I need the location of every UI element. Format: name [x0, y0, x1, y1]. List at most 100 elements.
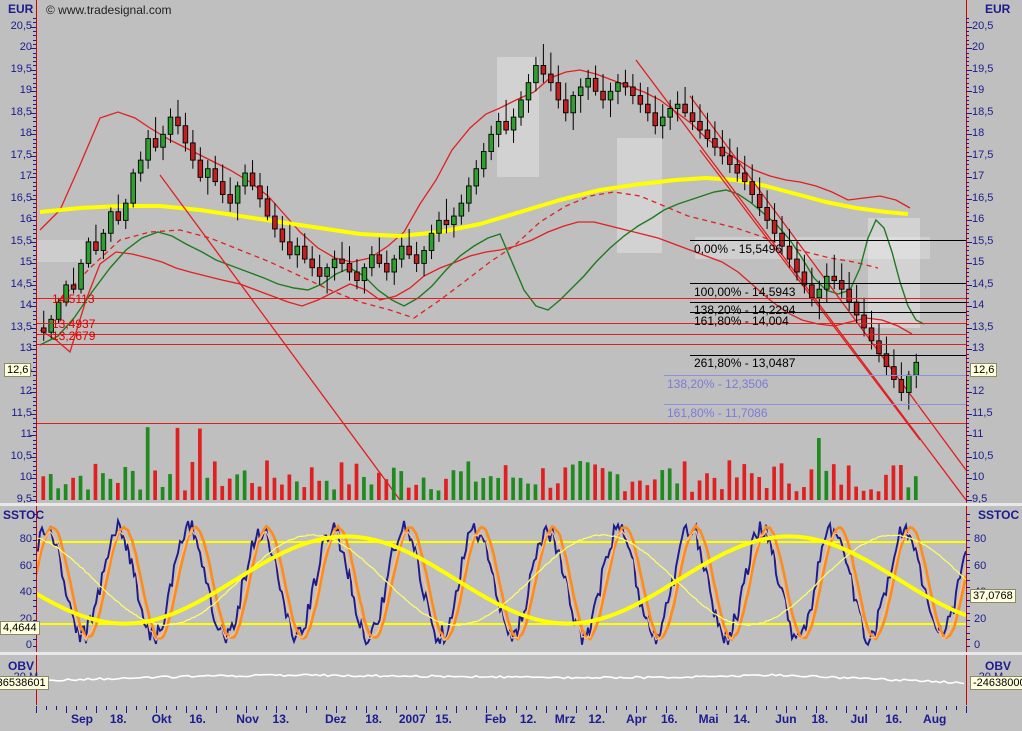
price-minor-tick-left — [33, 56, 36, 58]
price-minor-tick-left — [33, 388, 36, 390]
price-minor-tick-right — [966, 366, 969, 368]
price-minor-tick-left — [33, 469, 36, 471]
price-minor-tick-right — [966, 456, 969, 458]
price-tickmark-right — [966, 177, 972, 179]
price-minor-tick-left — [33, 134, 36, 136]
price-tick-right: 16,5 — [972, 191, 994, 204]
date-tickmark — [816, 706, 817, 713]
date-tickmark — [896, 706, 897, 710]
price-minor-tick-right — [966, 134, 969, 136]
price-minor-tick-left — [33, 52, 36, 54]
price-minor-tick-left — [33, 452, 36, 454]
price-minor-tick-right — [966, 177, 969, 179]
price-minor-tick-left — [33, 233, 36, 235]
sstoc-minor-tick-right — [966, 646, 970, 647]
price-minor-tick-left — [33, 74, 36, 76]
price-minor-tick-left — [33, 142, 36, 144]
sstoc-minor-tick-left — [33, 553, 37, 555]
price-tick-right: 17 — [972, 170, 985, 183]
price-tickmark-right — [966, 478, 972, 480]
price-axis-title-left: EUR — [8, 2, 34, 16]
price-minor-tick-left — [33, 327, 36, 329]
price-minor-tick-left — [33, 138, 36, 140]
price-minor-tick-left — [33, 461, 36, 463]
price-minor-tick-left — [33, 48, 36, 50]
date-tickmark — [726, 706, 727, 713]
date-tickmark — [406, 706, 407, 710]
date-label: Jul — [850, 712, 868, 726]
price-minor-tick-left — [33, 297, 36, 299]
sstoc-minor-tick-right — [966, 533, 970, 535]
price-tick-left: 13,5 — [10, 320, 32, 333]
date-tickmark — [806, 706, 807, 710]
price-minor-tick-right — [966, 267, 969, 269]
price-minor-tick-left — [33, 61, 36, 63]
sstoc-tick-right: 60 — [974, 559, 987, 572]
sstoc-minor-tick-right — [966, 613, 970, 614]
price-minor-tick-left — [33, 319, 36, 321]
price-minor-tick-right — [966, 370, 969, 372]
red-level-line-0 — [36, 298, 966, 299]
price-minor-tick-left — [33, 263, 36, 265]
price-minor-tick-left — [33, 345, 36, 347]
price-minor-tick-left — [33, 125, 36, 127]
date-tickmark — [576, 706, 577, 713]
sstoc-minor-tick-right — [966, 599, 970, 601]
price-minor-tick-right — [966, 147, 969, 149]
price-minor-tick-right — [966, 216, 969, 218]
sstoc-minor-tick-right — [966, 514, 970, 515]
price-minor-tick-right — [966, 426, 969, 428]
price-minor-tick-right — [966, 435, 969, 437]
red-level-label-2: 13,2679 — [52, 329, 96, 343]
price-minor-tick-left — [33, 237, 36, 239]
price-minor-tick-right — [966, 469, 969, 471]
price-minor-tick-right — [966, 500, 969, 501]
price-minor-tick-right — [966, 448, 969, 450]
price-minor-tick-right — [966, 413, 969, 415]
date-tickmark — [616, 706, 617, 710]
date-tickmark — [516, 706, 517, 713]
date-tickmark — [666, 706, 667, 713]
price-tick-left: 10 — [19, 471, 32, 484]
sstoc-tick-left: 40 — [19, 586, 32, 599]
price-minor-tick-right — [966, 224, 969, 226]
price-minor-tick-right — [966, 491, 969, 493]
price-tick-right: 9,5 — [972, 493, 988, 505]
date-tickmark — [536, 706, 537, 710]
price-tickmark-right — [966, 198, 972, 200]
date-tickmark — [486, 706, 487, 713]
price-minor-tick-right — [966, 99, 969, 101]
price-minor-tick-right — [966, 379, 969, 381]
date-tickmark — [246, 706, 247, 713]
date-tickmark — [766, 706, 767, 710]
price-minor-tick-left — [33, 185, 36, 187]
date-tickmark — [296, 706, 297, 710]
price-minor-tick-left — [33, 82, 36, 84]
fib-line-2 — [690, 302, 966, 303]
sstoc-minor-tick-left — [33, 540, 37, 542]
fib-label-4: 261,80% - 13,0487 — [694, 356, 796, 370]
red-level-label-1: 13,4937 — [52, 317, 96, 331]
price-minor-tick-left — [33, 254, 36, 256]
date-tickmark — [936, 706, 937, 713]
date-tickmark — [366, 706, 367, 713]
price-minor-tick-left — [33, 211, 36, 213]
fib-line-blue-1 — [664, 404, 966, 405]
date-label: Feb — [484, 712, 507, 726]
date-tickmark — [966, 706, 967, 713]
price-minor-tick-left — [33, 315, 36, 316]
price-minor-tick-right — [966, 396, 969, 398]
date-label: Nov — [236, 712, 259, 726]
price-minor-tick-right — [966, 431, 969, 433]
price-minor-tick-left — [33, 207, 36, 209]
date-tickmark — [216, 706, 217, 713]
price-minor-tick-left — [33, 353, 36, 355]
price-minor-tick-left — [33, 478, 36, 480]
price-minor-tick-left — [33, 259, 36, 261]
date-tickmark — [596, 706, 597, 710]
price-minor-tick-right — [966, 319, 969, 321]
price-minor-tick-left — [33, 250, 36, 252]
price-minor-tick-right — [966, 203, 969, 205]
price-minor-tick-left — [33, 418, 36, 420]
price-minor-tick-left — [33, 306, 36, 308]
